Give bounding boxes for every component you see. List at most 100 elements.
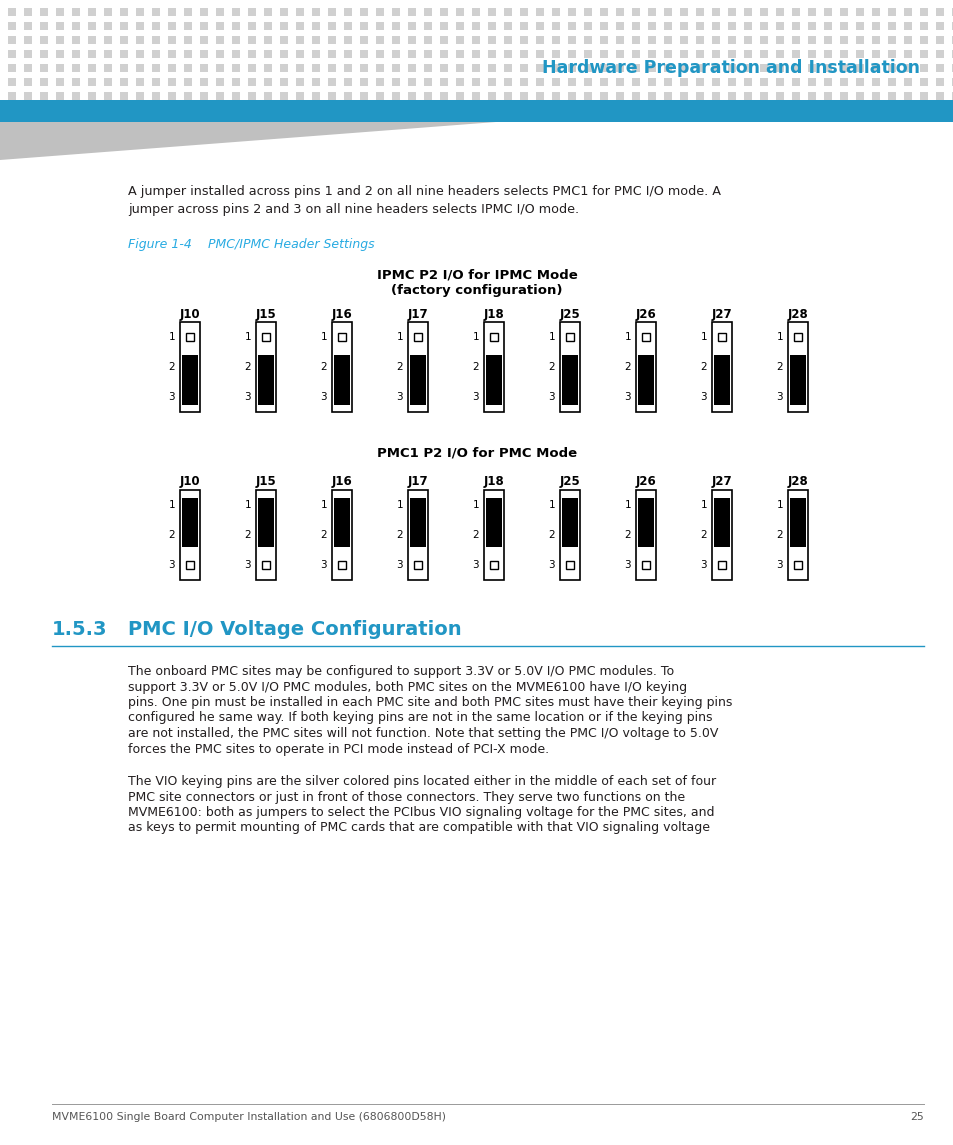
Bar [599,35,607,44]
Text: The VIO keying pins are the silver colored pins located either in the middle of : The VIO keying pins are the silver color… [128,775,716,788]
Bar [40,50,48,58]
Bar [919,64,927,72]
Bar [136,35,144,44]
Text: J17: J17 [407,308,428,321]
Bar [631,22,639,30]
Bar [711,490,731,581]
Bar [951,35,953,44]
Bar [184,8,192,16]
Bar [663,50,671,58]
Bar [503,8,512,16]
Bar [71,50,80,58]
Bar [679,35,687,44]
Bar [903,35,911,44]
Bar [561,355,578,404]
Bar [359,92,368,100]
Bar [328,78,335,86]
Bar [24,8,32,16]
Bar [855,8,863,16]
Bar [775,8,783,16]
Bar [295,78,304,86]
Bar [583,8,592,16]
Text: Figure 1-4: Figure 1-4 [128,238,192,251]
Bar [56,78,64,86]
Bar [536,64,543,72]
Text: PMC/IPMC Header Settings: PMC/IPMC Header Settings [208,238,375,251]
Bar [168,78,175,86]
Bar [631,64,639,72]
Bar [248,35,255,44]
Bar [552,92,559,100]
Bar [599,64,607,72]
Bar [40,92,48,100]
Bar [760,64,767,72]
Bar [760,92,767,100]
Bar [711,50,720,58]
Bar [503,92,512,100]
Text: J26: J26 [635,475,656,488]
Bar [344,22,352,30]
Bar [184,78,192,86]
Text: J26: J26 [635,308,656,321]
Text: J25: J25 [559,308,579,321]
Bar [791,78,800,86]
Bar [40,64,48,72]
Text: PMC I/O Voltage Configuration: PMC I/O Voltage Configuration [128,619,461,639]
Bar [903,22,911,30]
Bar [903,78,911,86]
Bar [552,64,559,72]
Text: PMC site connectors or just in front of those connectors. They serve two functio: PMC site connectors or just in front of … [128,790,684,804]
Bar [855,35,863,44]
Bar [935,8,943,16]
Bar [871,22,879,30]
Bar [711,35,720,44]
Text: MVME6100 Single Board Computer Installation and Use (6806800D58H): MVME6100 Single Board Computer Installat… [52,1112,446,1122]
Bar [488,8,496,16]
Bar [871,92,879,100]
Bar [439,22,448,30]
Bar [711,78,720,86]
Bar [519,8,527,16]
Bar [104,35,112,44]
Bar [919,22,927,30]
Bar [255,490,275,581]
Bar [359,8,368,16]
Bar [262,561,270,569]
Text: 3: 3 [168,560,174,570]
Text: J28: J28 [787,475,807,488]
Bar [727,78,735,86]
Bar [24,50,32,58]
Bar [488,22,496,30]
Bar [583,35,592,44]
Bar [295,8,304,16]
Bar [760,50,767,58]
Bar [152,35,160,44]
Bar [679,8,687,16]
Bar [727,35,735,44]
Bar [647,78,656,86]
Text: 1.5.3: 1.5.3 [52,619,108,639]
Bar [641,333,649,341]
Bar [8,22,16,30]
Bar [456,92,463,100]
Bar [935,35,943,44]
Bar [334,497,350,547]
Bar [456,8,463,16]
Bar [104,8,112,16]
Bar [232,22,240,30]
Bar [56,8,64,16]
Bar [791,35,800,44]
Bar [951,78,953,86]
Text: J17: J17 [407,475,428,488]
Bar [727,8,735,16]
Text: are not installed, the PMC sites will not function. Note that setting the PMC I/: are not installed, the PMC sites will no… [128,727,718,740]
Bar [408,50,416,58]
Bar [120,64,128,72]
Bar [375,8,384,16]
Bar [257,497,274,547]
Bar [359,35,368,44]
Bar [168,92,175,100]
Bar [392,35,399,44]
Bar [168,22,175,30]
Bar [56,64,64,72]
